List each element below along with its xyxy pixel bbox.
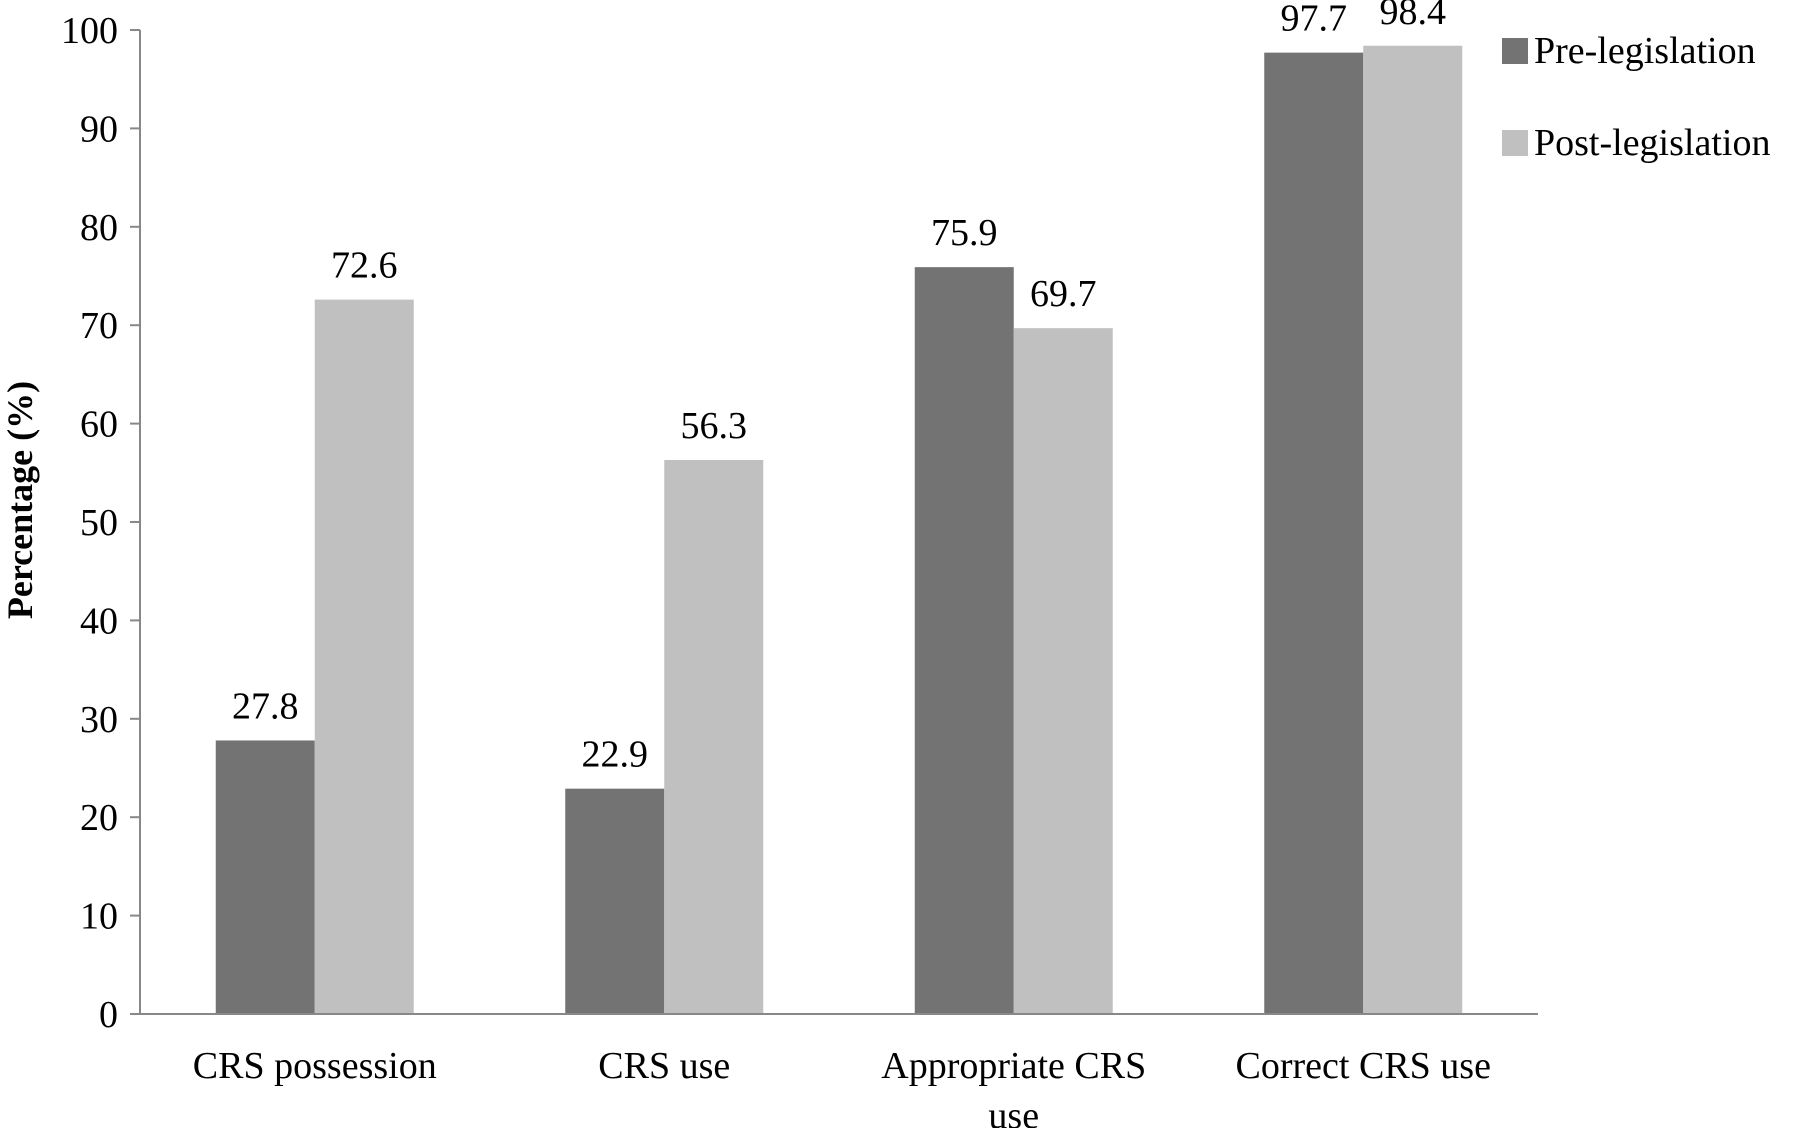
y-tick-label: 30 bbox=[80, 699, 118, 741]
data-label: 22.9 bbox=[582, 734, 649, 776]
legend-label: Pre-legislation bbox=[1534, 30, 1756, 72]
bar-post-legislation bbox=[1013, 328, 1113, 1015]
x-category-label: use bbox=[988, 1095, 1039, 1128]
category-labels: CRS possession CRS use Appropriate CRS use C… bbox=[193, 1045, 1491, 1128]
y-tick-label: 20 bbox=[80, 797, 118, 839]
y-tick-label: 0 bbox=[99, 994, 118, 1036]
axes bbox=[139, 30, 1538, 1015]
data-label: 56.3 bbox=[681, 405, 748, 447]
bar-pre-legislation bbox=[565, 788, 665, 1014]
bar-post-legislation bbox=[664, 460, 764, 1014]
data-label: 27.8 bbox=[232, 685, 299, 727]
y-tick-label: 40 bbox=[80, 600, 118, 642]
y-tick-label: 80 bbox=[80, 207, 118, 249]
bar-pre-legislation bbox=[914, 267, 1014, 1014]
x-category-label: Appropriate CRS bbox=[881, 1045, 1146, 1087]
data-label: 97.7 bbox=[1281, 0, 1348, 40]
y-axis-title: Percentage (%) bbox=[0, 381, 40, 619]
data-labels: 27.8 72.6 22.9 56.3 75.9 69.7 97.7 98.4 bbox=[232, 0, 1446, 776]
y-tick-label: 50 bbox=[80, 502, 118, 544]
bars bbox=[215, 45, 1463, 1015]
data-label: 72.6 bbox=[331, 245, 398, 287]
x-category-label: CRS use bbox=[598, 1045, 730, 1087]
data-label: 75.9 bbox=[931, 212, 998, 254]
legend-swatch bbox=[1502, 130, 1528, 156]
legend-label: Post-legislation bbox=[1534, 122, 1770, 164]
bar-pre-legislation bbox=[1264, 52, 1364, 1014]
legend-swatch bbox=[1502, 38, 1528, 64]
y-tick-label: 60 bbox=[80, 404, 118, 446]
y-tick-label: 70 bbox=[80, 305, 118, 347]
data-label: 69.7 bbox=[1030, 273, 1097, 315]
y-tick-label: 90 bbox=[80, 108, 118, 150]
x-category-label: Correct CRS use bbox=[1236, 1045, 1491, 1087]
y-tick-label: 100 bbox=[61, 10, 118, 52]
y-axis-ticks: 0 10 20 30 40 50 60 70 80 90 100 bbox=[61, 10, 140, 1036]
legend: Pre-legislation Post-legislation bbox=[1502, 30, 1770, 164]
bar-post-legislation bbox=[1363, 45, 1463, 1014]
y-tick-label: 10 bbox=[80, 896, 118, 938]
data-label: 98.4 bbox=[1380, 0, 1447, 33]
x-category-label: CRS possession bbox=[193, 1045, 437, 1087]
bar-post-legislation bbox=[314, 299, 414, 1015]
bar-pre-legislation bbox=[215, 740, 315, 1014]
